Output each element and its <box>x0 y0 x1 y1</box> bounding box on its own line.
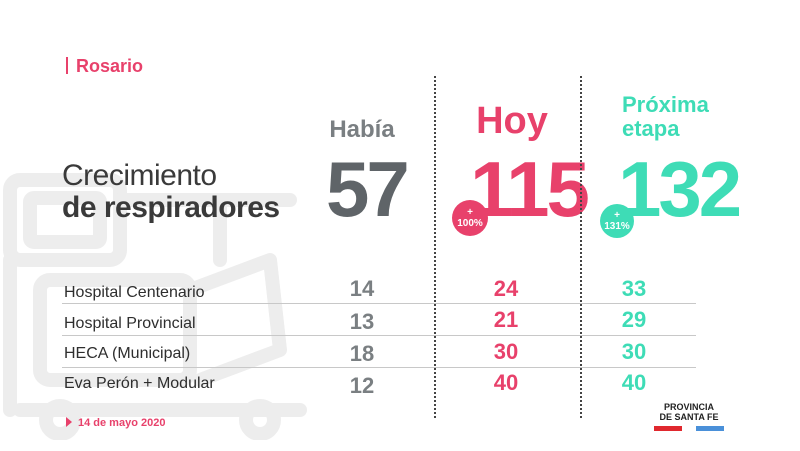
column-header-proxima: Próxima etapa <box>600 93 740 141</box>
row-divider <box>62 367 696 368</box>
value-hoy: 21 <box>493 307 519 332</box>
logo-line2: DE SANTA FE <box>659 412 719 422</box>
value-proxima: 33 <box>621 276 647 301</box>
row-divider <box>62 303 696 304</box>
total-proxima: 132 <box>618 145 742 233</box>
region-accent-bar <box>66 57 68 74</box>
value-proxima: 29 <box>621 307 647 332</box>
value-proxima: 30 <box>621 339 647 364</box>
ventilator-illustration <box>3 173 307 440</box>
provincia-santa-fe-logo: PROVINCIA DE SANTA FE <box>644 402 734 431</box>
badge-percent: 131% <box>604 221 630 232</box>
value-proxima: 40 <box>621 370 647 395</box>
logo-line1: PROVINCIA <box>663 402 714 412</box>
column-divider <box>580 76 582 418</box>
column-header-hoy: Hoy <box>476 100 548 142</box>
growth-badge-hoy: + 100% <box>452 200 488 236</box>
growth-badge-proxima: + 131% <box>600 204 634 238</box>
row-label-hospital-provincial: Hospital Provincial <box>64 315 196 332</box>
logo-blue-stripe <box>696 426 724 431</box>
column-header-habia: Había <box>329 116 395 143</box>
badge-percent: 100% <box>457 218 483 229</box>
date-label: 14 de mayo 2020 <box>78 417 166 429</box>
badge-sign: + <box>467 207 473 218</box>
logo-stripes <box>644 426 734 431</box>
value-hoy: 24 <box>493 276 519 301</box>
date-footer: 14 de mayo 2020 <box>66 417 165 429</box>
triangle-bullet-icon <box>66 417 72 427</box>
logo-red-stripe <box>654 426 682 431</box>
headline-line2: de respiradores <box>62 191 280 224</box>
region-label: Rosario <box>76 56 144 76</box>
total-habia: 57 <box>326 145 410 233</box>
value-habia: 14 <box>349 276 375 301</box>
row-divider <box>62 335 696 336</box>
headline: Crecimiento de respiradores <box>62 160 280 224</box>
column-divider <box>434 76 436 418</box>
column-header-proxima-line1: Próxima <box>622 92 709 117</box>
value-habia: 18 <box>349 341 375 366</box>
row-label-eva-peron: Eva Perón + Modular <box>64 375 215 392</box>
column-header-proxima-line2: etapa <box>622 116 680 141</box>
value-habia: 12 <box>349 373 375 398</box>
total-hoy: 115 <box>470 145 590 233</box>
value-hoy: 30 <box>493 339 519 364</box>
row-label-hospital-centenario: Hospital Centenario <box>64 284 205 301</box>
value-hoy: 40 <box>493 370 519 395</box>
badge-sign: + <box>614 210 620 221</box>
row-label-heca: HECA (Municipal) <box>64 345 191 362</box>
region-title: Rosario <box>66 56 143 77</box>
value-habia: 13 <box>349 309 375 334</box>
headline-line1: Crecimiento <box>62 159 217 192</box>
